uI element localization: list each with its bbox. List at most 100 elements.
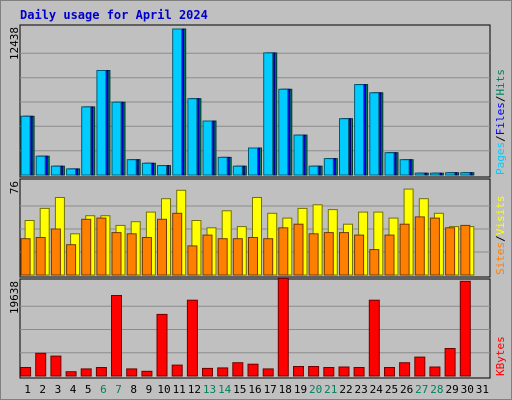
bar-sites [429,217,440,276]
bar-kbytes [171,364,183,377]
day-label: 27 [415,383,428,396]
bar-pages [96,70,107,176]
bar-sites [217,238,228,276]
day-label: 19 [294,383,307,396]
bar-sites [96,217,107,276]
bar-pages [339,118,349,176]
bar-kbytes [277,277,289,377]
bar-kbytes [308,366,320,377]
bar-sites [20,238,31,276]
bar-kbytes [65,371,77,377]
bar-kbytes [262,368,274,377]
bar-sites [384,234,395,276]
bar-sites [50,228,61,276]
day-label: 2 [39,383,46,396]
day-label: 21 [324,383,337,396]
bar-pages [50,165,61,176]
bar-kbytes [444,348,456,377]
bar-sites [81,218,92,276]
bar-kbytes [247,363,259,377]
day-label: 20 [309,383,322,396]
bar-kbytes [95,367,107,377]
bar-kbytes [156,313,168,377]
day-label: 12 [188,383,201,396]
day-label: 28 [430,383,443,396]
bar-sites [111,232,122,276]
day-label: 5 [85,383,92,396]
bar-pages [35,155,46,176]
bar-sites [369,249,380,276]
day-label: 7 [115,383,122,396]
bar-sites [66,244,77,276]
bar-pages [354,84,365,176]
bar-sites [35,237,46,276]
bar-sites [278,227,289,276]
day-label: 31 [476,383,489,396]
bar-kbytes [399,362,411,377]
bar-kbytes [141,370,153,377]
bar-sites [141,237,152,276]
day-label: 4 [70,383,77,396]
day-label: 14 [218,383,232,396]
bar-pages [202,120,213,176]
bar-pages [157,165,167,176]
bar-kbytes [111,295,122,377]
day-label: 8 [130,383,137,396]
bar-pages [263,52,274,176]
day-label: 15 [233,383,246,396]
bar-sites [354,234,365,276]
bar-pages [369,92,380,176]
bar-pages [323,158,334,176]
bar-kbytes [384,367,395,377]
bar-sites [232,238,243,276]
bar-sites [460,224,471,276]
day-label: 3 [55,383,62,396]
bar-kbytes [368,299,380,377]
bar-kbytes [293,366,304,377]
day-label: 17 [264,383,277,396]
bar-sites [293,223,304,276]
bar-pages [293,134,304,176]
bar-pages [308,165,319,176]
bar-pages [399,159,410,176]
day-label: 9 [146,383,153,396]
day-label: 11 [173,383,186,396]
bar-sites [339,232,349,276]
bar-kbytes [338,366,350,377]
bar-pages [20,115,31,176]
day-label: 26 [400,383,413,396]
bar-pages [111,101,122,176]
bar-pages [414,172,425,176]
day-label: 13 [203,383,216,396]
day-label: 22 [339,383,352,396]
panel-visits-sites: 76 Sites/Visits [8,178,507,278]
panel-max-label: 19638 [8,281,21,314]
bar-sites [172,212,183,276]
bar-pages [460,172,471,176]
bar-kbytes [20,367,32,377]
bar-kbytes [202,367,213,377]
day-label: 6 [100,383,107,396]
bar-pages [187,98,198,176]
bar-sites [399,223,410,276]
day-axis-labels: 1 2 3 4 5 6 7 8 9 10 11 12 13 14 15 16 17 18 19 20 21 22 23 24 2… [24,383,489,396]
day-label: 29 [445,383,458,396]
bar-pages [81,106,92,176]
bar-sites [202,234,213,276]
day-label: 25 [385,383,398,396]
bar-kbytes [217,367,229,377]
bar-kbytes [323,367,335,377]
day-label: 1 [24,383,31,396]
day-label: 30 [461,383,474,396]
bar-pages [445,172,456,176]
bar-pages [429,172,440,176]
bar-sites [445,227,456,276]
panel-side-label: Sites/Visits [494,196,507,276]
panel-max-label: 76 [8,181,21,194]
bar-pages [217,156,228,176]
panel-side-label: Pages/Files/Hits [494,69,507,175]
bar-kbytes [353,367,365,377]
bar-pages [126,159,137,176]
bar-sites [263,238,274,276]
